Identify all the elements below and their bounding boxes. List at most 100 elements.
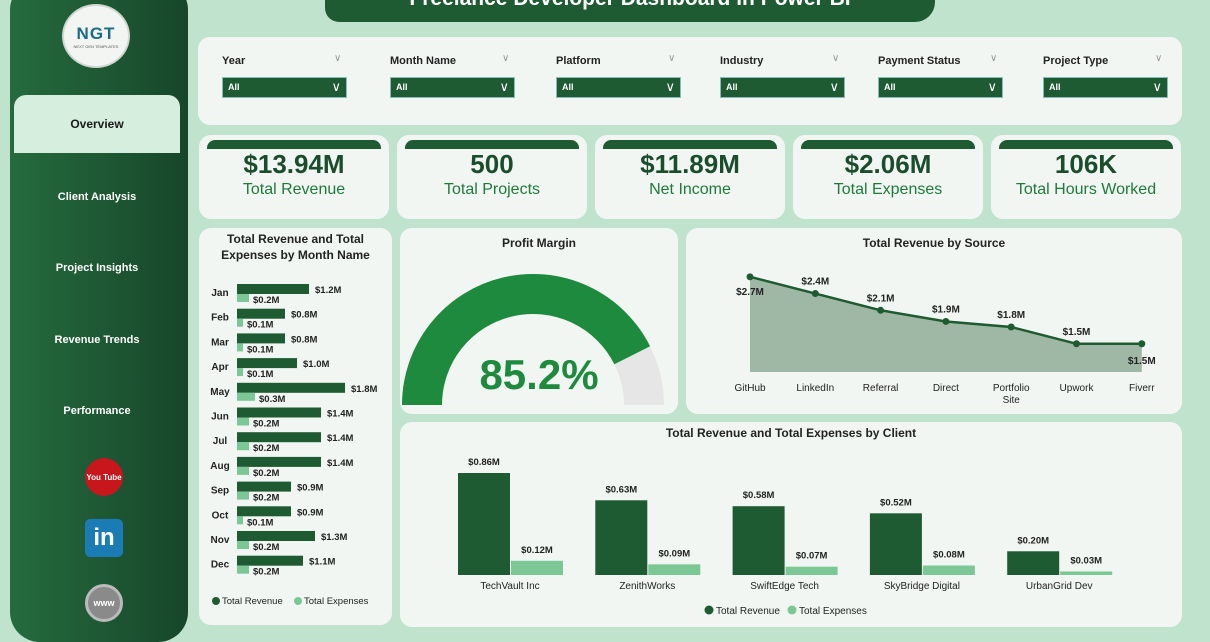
month-tick-label: Jun [211,412,229,423]
logo: NGT NEXT GEN TEMPLATES [62,4,130,68]
source-point[interactable] [746,273,754,281]
expenses-bar[interactable] [237,565,249,574]
chevron-down-icon[interactable]: ∨ [832,53,840,64]
revenue-bar[interactable] [237,555,303,566]
expenses-bar[interactable] [237,491,249,500]
client-revenue-bar[interactable] [1007,551,1060,575]
nav-project-insights[interactable]: Project Insights [55,262,139,274]
revenue-bar[interactable] [237,432,321,443]
client-expenses-bar[interactable] [785,566,838,575]
nav-overview[interactable]: Overview [14,95,180,153]
revenue-bar[interactable] [237,333,285,344]
revenue-bar[interactable] [237,506,291,517]
revenue-bar[interactable] [237,284,309,294]
gauge-fill [402,274,651,406]
source-data-label: $2.4M [801,277,829,288]
revenue-bar[interactable] [237,308,285,319]
revenue-data-label: $1.8M [351,384,377,395]
filter-dropdown[interactable]: All ∨ [222,77,347,98]
client-expenses-bar[interactable] [1060,571,1113,575]
revenue-bar[interactable] [237,531,315,541]
legend-expenses-label: Total Expenses [304,596,369,607]
source-point[interactable] [1073,340,1080,348]
client-revenue-bar[interactable] [869,513,922,575]
source-point[interactable] [811,290,819,298]
kpi-value: 500 [470,149,514,179]
nav-revenue-trends[interactable]: Revenue Trends [54,334,140,346]
kpi-accent-bar [207,140,381,149]
nav-client-analysis[interactable]: Client Analysis [57,191,137,203]
chevron-down-icon[interactable]: ∨ [334,53,342,64]
logo-subtext: NEXT GEN TEMPLATES [73,43,119,49]
filter-value: All [1049,82,1061,92]
youtube-icon[interactable]: You Tube [85,458,123,496]
chevron-down-icon[interactable]: ∨ [502,53,510,64]
month-chart-title: Total Revenue and Total Expenses by Mont… [221,232,370,262]
client-expenses-label: $0.07M [796,551,828,562]
nav-performance[interactable]: Performance [63,405,131,417]
expenses-bar[interactable] [237,392,255,401]
source-tick-label: LinkedIn [796,383,834,394]
revenue-bar[interactable] [237,358,297,369]
client-tick-label: UrbanGrid Dev [1026,581,1093,592]
expenses-bar[interactable] [237,368,243,377]
logo-text: NGT [76,23,116,43]
linkedin-icon[interactable]: in [85,519,123,557]
chevron-down-icon[interactable]: ∨ [668,53,676,64]
client-expenses-bar[interactable] [648,564,701,575]
kpi-label: Total Hours Worked [1015,181,1157,198]
source-point[interactable] [877,306,885,314]
client-chart-panel: Total Revenue and Total Expenses by Clie… [400,422,1182,627]
legend-expenses-marker [294,597,302,605]
client-revenue-bar[interactable] [595,500,648,575]
source-point[interactable] [1007,323,1015,331]
expenses-bar[interactable] [237,541,249,549]
website-icon[interactable]: www [85,584,123,622]
revenue-bar[interactable] [237,382,345,393]
expenses-data-label: $0.1M [247,369,273,380]
chevron-down-icon: ∨ [829,79,839,94]
chevron-down-icon[interactable]: ∨ [990,53,998,64]
filter-dropdown[interactable]: All ∨ [878,77,1003,98]
expenses-data-label: $0.2M [253,567,279,578]
expenses-bar[interactable] [237,294,249,302]
client-expenses-bar[interactable] [511,560,563,575]
client-expenses-bar[interactable] [922,565,975,575]
expenses-bar[interactable] [237,466,249,475]
month-tick-label: Nov [211,535,230,546]
legend-expenses-marker [787,605,797,615]
source-data-label: $1.5M [1063,327,1091,338]
source-point[interactable] [942,317,950,325]
chevron-down-icon: ∨ [665,79,675,94]
source-point[interactable] [1138,340,1146,348]
revenue-bar[interactable] [237,407,321,418]
filter-dropdown[interactable]: All ∨ [720,77,845,98]
filter-label: Industry [720,55,764,67]
kpi-value: $11.89M [640,149,740,179]
chevron-down-icon[interactable]: ∨ [1155,53,1163,64]
expenses-bar[interactable] [237,318,243,327]
kpi-card: 500 Total Projects [397,135,587,219]
filter-dropdown[interactable]: All ∨ [390,77,515,98]
month-tick-label: Sep [211,486,229,497]
client-revenue-bar[interactable] [458,473,510,575]
month-tick-label: Jul [213,436,228,447]
kpi-card: $11.89M Net Income [595,135,785,219]
revenue-bar[interactable] [237,456,321,467]
filter-label: Project Type [1043,55,1109,67]
revenue-data-label: $1.4M [327,458,353,469]
filter-dropdown[interactable]: All ∨ [556,77,681,98]
revenue-bar[interactable] [237,481,291,492]
filter-dropdown[interactable]: All ∨ [1043,77,1168,98]
source-tick-label: Referral [863,383,899,394]
revenue-data-label: $0.8M [291,310,317,321]
expenses-bar[interactable] [237,343,243,352]
client-revenue-bar[interactable] [732,506,785,575]
expenses-bar[interactable] [237,516,243,525]
source-tick-label: Fiverr [1129,383,1155,394]
source-data-label: $1.5M [1128,356,1156,367]
expenses-bar[interactable] [237,417,249,426]
expenses-bar[interactable] [237,442,249,451]
source-data-label: $1.8M [997,310,1025,321]
client-expenses-label: $0.12M [521,545,553,556]
